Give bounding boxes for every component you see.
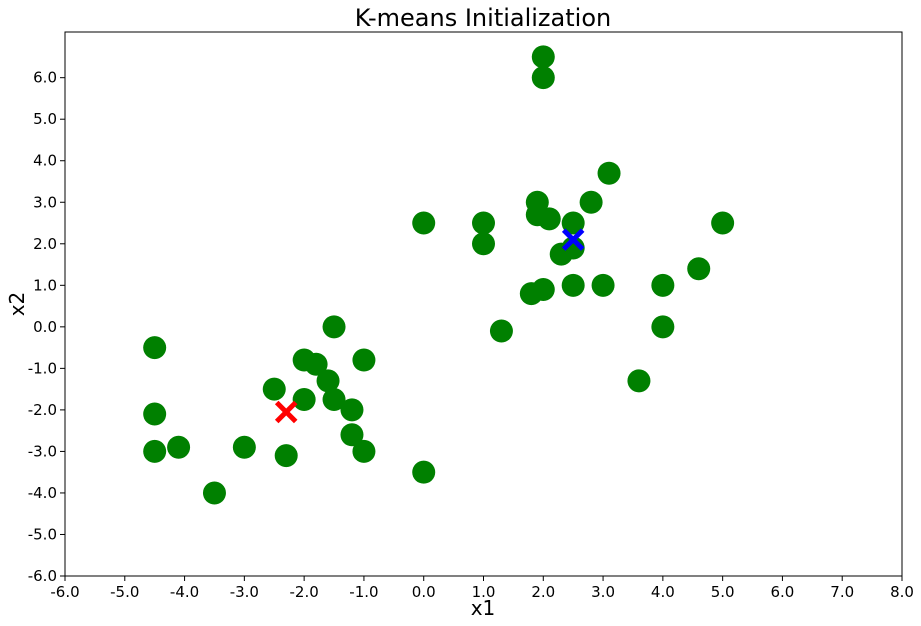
- data-point: [537, 207, 561, 231]
- x-tick-label: 2.0: [531, 583, 555, 601]
- y-axis-label: x2: [5, 292, 29, 317]
- plot-marks: [143, 45, 735, 505]
- data-point: [651, 273, 675, 297]
- data-point: [304, 352, 328, 376]
- data-point: [651, 315, 675, 339]
- data-point: [531, 66, 555, 90]
- y-tick-label: 1.0: [33, 276, 57, 294]
- x-tick-label: 8.0: [890, 583, 914, 601]
- x-tick-label: -6.0: [50, 583, 79, 601]
- data-point: [472, 211, 495, 235]
- data-point: [143, 402, 167, 426]
- x-tick-label: -5.0: [110, 583, 139, 601]
- y-tick-label: -3.0: [28, 442, 57, 460]
- data-point: [143, 336, 167, 360]
- data-point: [597, 161, 621, 185]
- data-point: [412, 460, 436, 484]
- x-tick-label: 4.0: [651, 583, 675, 601]
- x-tick-label: -4.0: [170, 583, 199, 601]
- y-tick-label: -1.0: [28, 359, 57, 377]
- data-point: [232, 435, 256, 459]
- y-tick-label: -5.0: [28, 525, 57, 543]
- data-point: [472, 232, 495, 256]
- x-tick-label: 1.0: [472, 583, 496, 601]
- data-point: [352, 439, 376, 463]
- data-point: [292, 388, 316, 412]
- x-tick-label: 7.0: [830, 583, 854, 601]
- y-tick-label: 6.0: [33, 69, 57, 87]
- data-point: [322, 315, 346, 339]
- data-point: [711, 211, 735, 235]
- data-point: [591, 273, 615, 297]
- chart-title: K-means Initialization: [355, 4, 611, 32]
- x-tick-label: 5.0: [711, 583, 735, 601]
- y-tick-label: 4.0: [33, 152, 57, 170]
- x-axis-label: x1: [471, 596, 496, 620]
- data-point: [561, 273, 585, 297]
- data-point: [340, 398, 364, 422]
- x-tick-label: 6.0: [770, 583, 794, 601]
- x-tick-label: 0.0: [412, 583, 436, 601]
- data-point: [579, 190, 603, 214]
- data-point: [561, 211, 585, 235]
- data-point: [143, 439, 167, 463]
- data-point: [627, 369, 651, 393]
- y-tick-label: -2.0: [28, 401, 57, 419]
- y-tick-label: 0.0: [33, 318, 57, 336]
- data-point: [274, 444, 298, 468]
- data-point: [531, 277, 555, 301]
- x-tick-label: 3.0: [591, 583, 615, 601]
- x-tick-label: -1.0: [349, 583, 378, 601]
- data-point: [687, 257, 711, 281]
- data-point: [322, 388, 346, 412]
- x-tick-label: -3.0: [230, 583, 259, 601]
- data-point: [352, 348, 376, 372]
- y-tick-label: 2.0: [33, 235, 57, 253]
- data-point: [202, 481, 226, 505]
- data-point: [340, 423, 364, 447]
- data-point: [316, 369, 340, 393]
- plot-area-frame: [64, 31, 903, 577]
- y-tick-label: -6.0: [28, 567, 57, 585]
- x-tick-label: -2.0: [290, 583, 319, 601]
- y-tick-label: -4.0: [28, 484, 57, 502]
- data-point: [262, 377, 286, 401]
- data-point: [531, 45, 555, 69]
- centroid-marker: [274, 400, 298, 424]
- centroid-marker: [561, 228, 585, 251]
- y-tick-label: 3.0: [33, 193, 57, 211]
- data-point: [489, 319, 513, 343]
- y-tick-label: 5.0: [33, 110, 57, 128]
- data-point: [412, 211, 436, 235]
- x-axis-ticks: -6.0 -5.0 -4.0 -3.0 -2.0 -1.0 0.0 1.0 2.0 3.0 4.0 5…: [50, 576, 914, 601]
- y-axis-ticks: -6.0 -5.0 -4.0 -3.0 -2.0 -1.0 0.0 1.0 2.0 3.0 4.0 5…: [28, 69, 65, 585]
- data-point: [167, 435, 191, 459]
